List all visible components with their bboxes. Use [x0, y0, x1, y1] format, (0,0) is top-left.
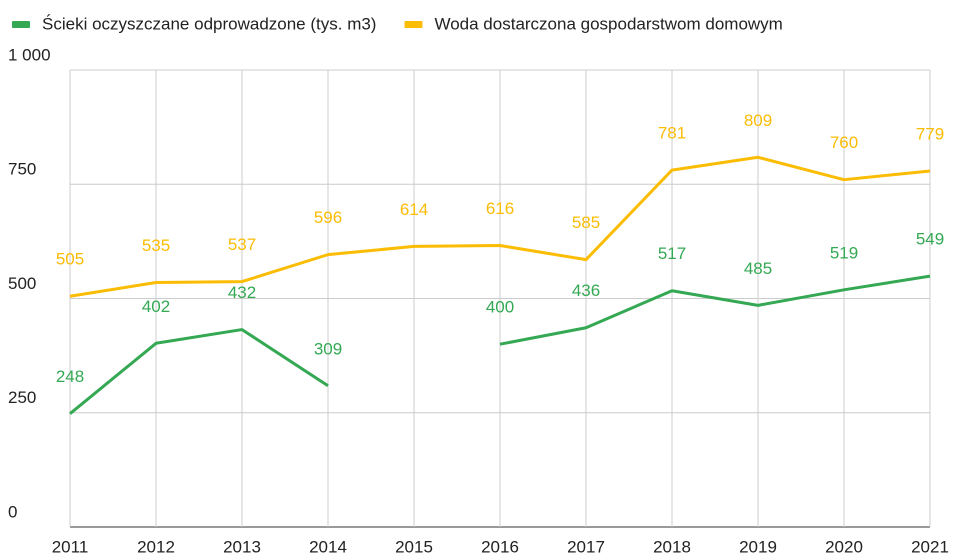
data-label: 485	[744, 259, 772, 278]
data-label: 505	[56, 250, 84, 269]
data-label: 517	[658, 244, 686, 263]
legend-label: Ścieki oczyszczane odprowadzone (tys. m3…	[42, 14, 376, 33]
x-tick-label: 2011	[52, 537, 89, 556]
data-label: 809	[744, 111, 772, 130]
data-label: 400	[486, 298, 514, 317]
data-label: 549	[916, 230, 944, 249]
data-label: 596	[314, 208, 342, 227]
data-label: 432	[228, 283, 256, 302]
data-label: 248	[56, 367, 84, 386]
line	[69, 155, 931, 298]
y-tick-label: 0	[8, 502, 17, 521]
x-tick-label: 2015	[395, 537, 433, 556]
x-tick-label: 2021	[911, 537, 949, 556]
x-tick-label: 2018	[653, 537, 691, 556]
x-tick-label: 2019	[739, 537, 777, 556]
data-label: 616	[486, 199, 514, 218]
y-tick-label: 250	[8, 388, 36, 407]
x-tick-label: 2013	[223, 537, 261, 556]
data-label: 760	[830, 133, 858, 152]
legend-swatch	[404, 21, 423, 28]
data-label: 779	[916, 124, 944, 143]
data-label: 537	[228, 235, 256, 254]
x-tick-label: 2020	[825, 537, 863, 556]
data-label: 614	[400, 200, 428, 219]
x-tick-label: 2017	[567, 537, 605, 556]
y-tick-label: 1 000	[8, 45, 51, 64]
x-tick-label: 2016	[481, 537, 519, 556]
data-label: 585	[572, 213, 600, 232]
data-label: 781	[658, 124, 686, 143]
y-tick-label: 750	[8, 160, 36, 179]
data-label: 402	[142, 297, 170, 316]
x-tick-label: 2012	[137, 537, 175, 556]
x-tick-label: 2014	[309, 537, 347, 556]
legend-swatch	[12, 21, 30, 28]
data-label: 535	[142, 236, 170, 255]
data-label: 309	[314, 339, 342, 358]
data-label: 519	[830, 243, 858, 262]
y-tick-label: 500	[8, 274, 36, 293]
legend-label: Woda dostarczona gospodarstwom domowym	[434, 14, 782, 33]
line	[69, 274, 931, 415]
data-label: 436	[572, 281, 600, 300]
